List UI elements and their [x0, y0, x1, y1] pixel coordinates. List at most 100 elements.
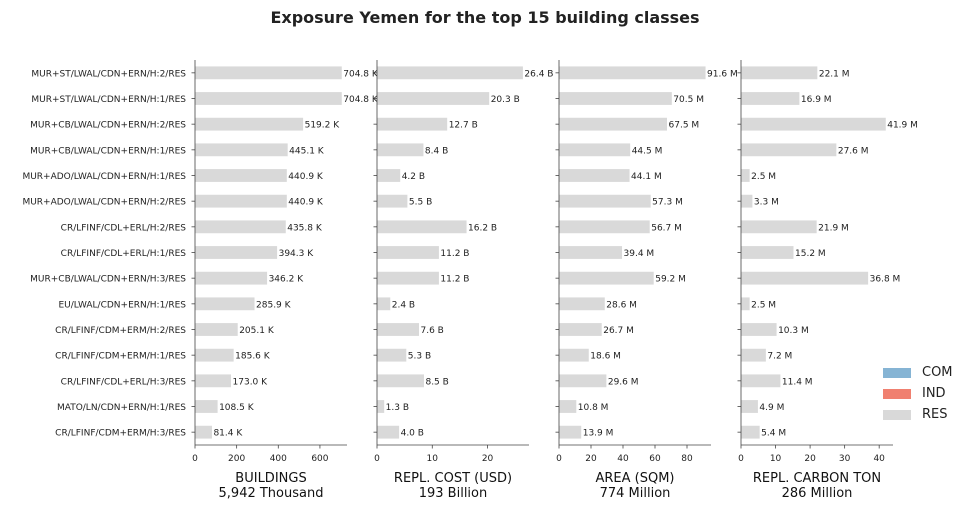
- bar-value-label: 5.5 B: [409, 198, 432, 208]
- x-tick-label: 0: [738, 454, 744, 464]
- bar-value-label: 8.4 B: [425, 146, 448, 156]
- bar: [377, 425, 400, 439]
- bar: [195, 297, 255, 311]
- bar: [377, 194, 408, 208]
- bar: [195, 246, 278, 259]
- bar: [195, 400, 218, 413]
- bar: [741, 92, 800, 105]
- bar: [377, 323, 420, 336]
- bar-value-label: 445.1 K: [289, 146, 325, 156]
- bar-value-label: 5.4 M: [761, 429, 786, 439]
- bar: [559, 92, 672, 105]
- category-label: MUR+ADO/LWAL/CDN+ERN/H:1/RES: [22, 172, 186, 182]
- bar-value-label: 704.8 K: [343, 95, 379, 105]
- x-tick-label: 600: [311, 454, 328, 464]
- bar-value-label: 16.2 B: [468, 223, 497, 233]
- x-axis-label: BUILDINGS: [235, 471, 306, 486]
- bar-value-label: 185.6 K: [235, 352, 271, 362]
- bar-value-label: 285.9 K: [256, 300, 292, 310]
- bar: [559, 348, 589, 362]
- bar: [559, 425, 582, 439]
- bar: [741, 117, 886, 131]
- legend-swatch-com: [883, 367, 911, 378]
- category-label: CR/LFINF/CDM+ERM/H:2/RES: [55, 326, 186, 336]
- bar: [195, 348, 234, 362]
- bar: [741, 323, 777, 336]
- bar: [741, 220, 817, 234]
- category-label: CR/LFINF/CDL+ERL/H:2/RES: [61, 223, 187, 233]
- bar-value-label: 8.5 B: [425, 377, 448, 387]
- x-tick-label: 40: [617, 454, 629, 464]
- bar-value-label: 41.9 M: [887, 121, 918, 131]
- bar: [377, 348, 407, 362]
- legend-item-res: RES: [883, 404, 953, 425]
- category-label: CR/LFINF/CDL+ERL/H:1/RES: [61, 249, 187, 259]
- bar-value-label: 2.5 M: [751, 172, 776, 182]
- bar: [377, 374, 424, 388]
- bar-value-label: 70.5 M: [673, 95, 704, 105]
- bar: [195, 220, 286, 234]
- bar: [377, 271, 439, 285]
- chart-title: Exposure Yemen for the top 15 building c…: [270, 8, 700, 27]
- bar-value-label: 21.9 M: [818, 223, 849, 233]
- bar-value-label: 519.2 K: [305, 121, 341, 131]
- x-tick-label: 10: [427, 454, 439, 464]
- legend-swatch-res: [883, 409, 911, 420]
- bar: [195, 323, 238, 336]
- x-tick-label: 20: [804, 454, 816, 464]
- legend-label-ind: IND: [922, 386, 946, 401]
- x-axis-subtitle: 286 Million: [782, 486, 853, 501]
- bar-value-label: 67.5 M: [669, 121, 700, 131]
- bar: [741, 400, 758, 413]
- bar-value-label: 59.2 M: [655, 275, 686, 285]
- bar: [559, 117, 667, 131]
- bar: [741, 66, 818, 80]
- bar: [377, 169, 401, 182]
- legend-label-res: RES: [922, 407, 948, 422]
- bar: [195, 117, 304, 131]
- x-axis-subtitle: 5,942 Thousand: [219, 486, 324, 501]
- legend-label-com: COM: [922, 365, 953, 380]
- legend: COM IND RES: [883, 362, 953, 425]
- x-tick-label: 40: [873, 454, 885, 464]
- bar: [741, 169, 750, 182]
- bar: [559, 323, 602, 336]
- bar: [559, 246, 623, 259]
- bar: [377, 246, 439, 259]
- bar-value-label: 15.2 M: [795, 249, 826, 259]
- x-tick-label: 20: [482, 454, 494, 464]
- bar-value-label: 56.7 M: [651, 223, 682, 233]
- x-tick-label: 0: [192, 454, 198, 464]
- bar: [741, 348, 766, 362]
- bar: [741, 297, 750, 311]
- bar: [741, 194, 753, 208]
- bar: [195, 92, 342, 105]
- bar-value-label: 440.9 K: [288, 172, 324, 182]
- x-tick-label: 60: [649, 454, 661, 464]
- bar-value-label: 346.2 K: [269, 275, 305, 285]
- bar: [559, 169, 630, 182]
- bar: [195, 374, 232, 388]
- bar: [559, 143, 631, 157]
- bar: [195, 143, 288, 157]
- bar: [377, 297, 391, 311]
- x-tick-label: 10: [770, 454, 782, 464]
- bar-value-label: 173.0 K: [233, 377, 269, 387]
- bar-value-label: 10.8 M: [578, 403, 609, 413]
- bar-value-label: 2.4 B: [392, 300, 415, 310]
- bar: [195, 194, 287, 208]
- x-tick-label: 400: [270, 454, 287, 464]
- bar: [741, 374, 781, 388]
- x-axis-label: AREA (SQM): [595, 471, 674, 486]
- x-tick-label: 200: [228, 454, 245, 464]
- bar-value-label: 27.6 M: [838, 146, 869, 156]
- category-label: MUR+CB/LWAL/CDN+ERN/H:3/RES: [30, 275, 186, 285]
- category-label: MUR+CB/LWAL/CDN+ERN/H:1/RES: [30, 146, 186, 156]
- bar-value-label: 205.1 K: [239, 326, 275, 336]
- bar-value-label: 7.2 M: [767, 352, 792, 362]
- x-tick-label: 0: [556, 454, 562, 464]
- bar-value-label: 26.4 B: [524, 69, 553, 79]
- bar: [741, 271, 869, 285]
- bar-value-label: 5.3 B: [408, 352, 431, 362]
